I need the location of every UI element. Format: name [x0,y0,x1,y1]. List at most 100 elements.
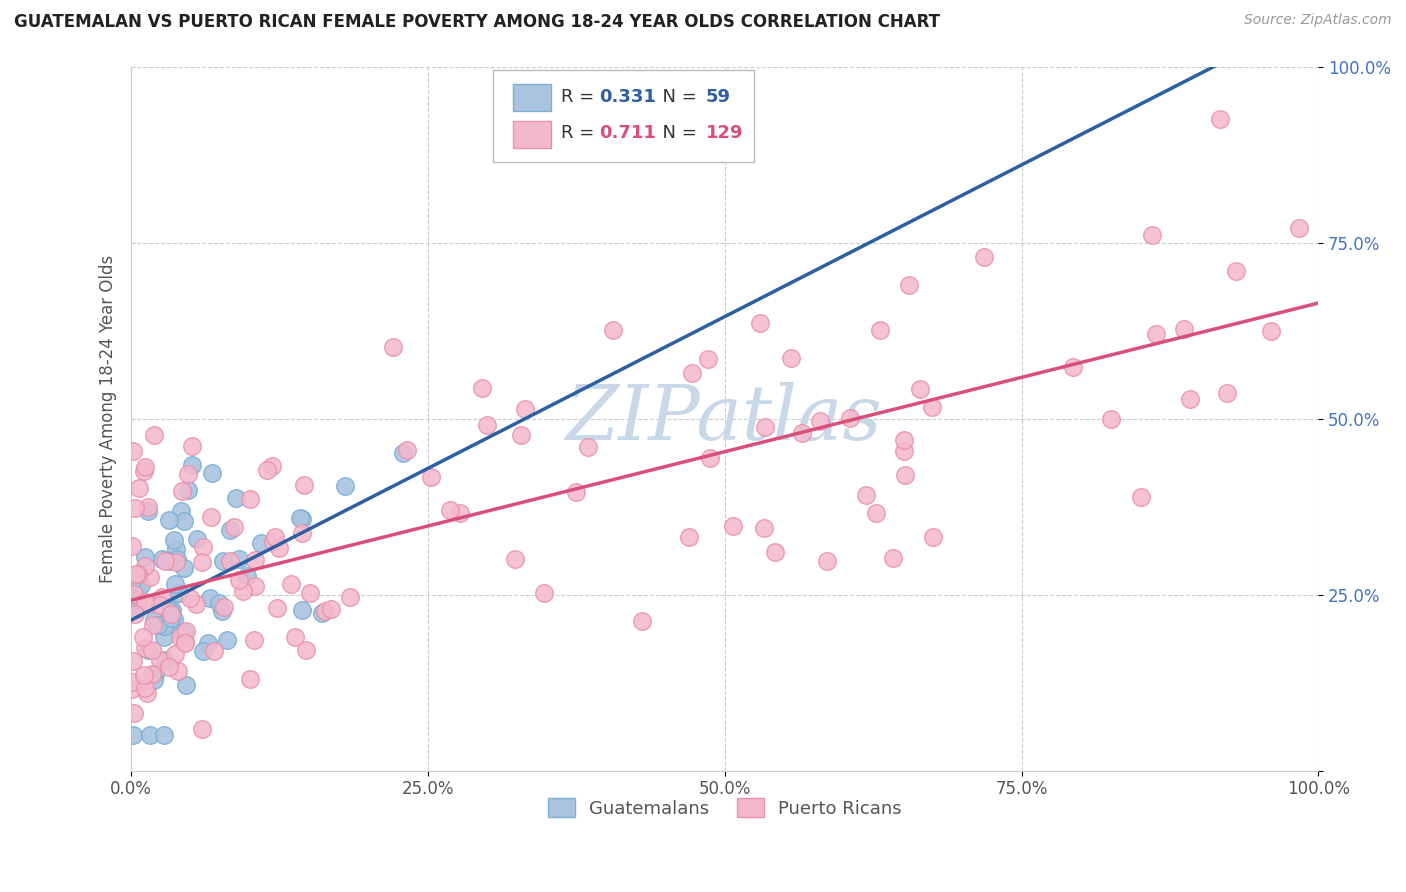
Point [973,250,995,264]
Point [181,439,204,453]
Point [333,479,356,493]
Point [311,606,333,620]
Point [439,502,461,516]
Point [155,653,177,667]
Point [179,591,201,605]
Point [135,686,157,700]
Point [165,555,187,569]
Text: R =: R = [561,125,600,143]
Point [256,462,278,476]
Point [420,470,443,484]
Point [166,552,188,566]
Point [839,411,862,425]
Point [721,519,744,533]
Point [173,624,195,639]
Point [186,597,208,611]
Bar [513,84,551,111]
Point [153,630,176,644]
Point [191,540,214,554]
Point [243,553,266,567]
Point [284,630,307,644]
Point [291,511,314,525]
Point [197,636,219,650]
Point [1209,112,1232,127]
Point [222,520,245,534]
Point [134,459,156,474]
Point [138,570,160,584]
Point [141,666,163,681]
Point [780,351,803,366]
Point [160,611,183,625]
Point [198,591,221,605]
FancyBboxPatch shape [494,70,755,161]
Point [908,382,931,396]
Point [1225,264,1247,278]
Text: 0.711: 0.711 [599,125,655,143]
Point [1130,490,1153,504]
Point [239,673,262,687]
Point [163,612,186,626]
Point [748,317,770,331]
Point [565,485,588,500]
Point [142,618,165,632]
Point [262,534,284,549]
Point [808,414,831,428]
Point [1260,324,1282,338]
Point [134,668,156,682]
Point [266,601,288,615]
Point [167,664,190,678]
Point [1099,412,1122,426]
Point [139,729,162,743]
Point [1173,322,1195,336]
Point [191,555,214,569]
Point [882,550,904,565]
Point [319,602,342,616]
Point [165,647,187,661]
Point [127,566,149,581]
Point [236,569,259,583]
Point [121,675,143,690]
Point [176,467,198,482]
Text: 0.331: 0.331 [599,88,655,106]
Point [170,504,193,518]
Point [291,603,314,617]
Point [174,636,197,650]
Point [396,443,419,458]
Point [131,578,153,592]
Point [245,579,267,593]
Point [1288,221,1310,235]
Point [153,554,176,568]
Point [212,600,235,615]
Point [121,539,143,553]
Point [149,653,172,667]
Point [681,366,703,380]
Point [219,524,242,538]
Point [754,520,776,534]
Point [291,525,314,540]
Point [146,618,169,632]
Point [134,549,156,564]
Point [163,577,186,591]
Point [134,595,156,609]
Point [169,625,191,640]
Point [124,607,146,621]
Point [186,532,208,546]
Point [150,551,173,566]
Point [121,654,143,668]
Point [471,381,494,395]
Point [190,722,212,736]
Point [157,554,180,568]
Point [125,601,148,615]
Point [170,484,193,499]
Point [292,478,315,492]
Point [211,554,233,568]
Point [288,510,311,524]
Point [339,590,361,604]
Point [122,728,145,742]
Point [124,500,146,515]
Point [139,597,162,611]
Point [239,492,262,507]
Text: Source: ZipAtlas.com: Source: ZipAtlas.com [1244,13,1392,28]
Point [224,491,246,505]
Point [134,559,156,574]
